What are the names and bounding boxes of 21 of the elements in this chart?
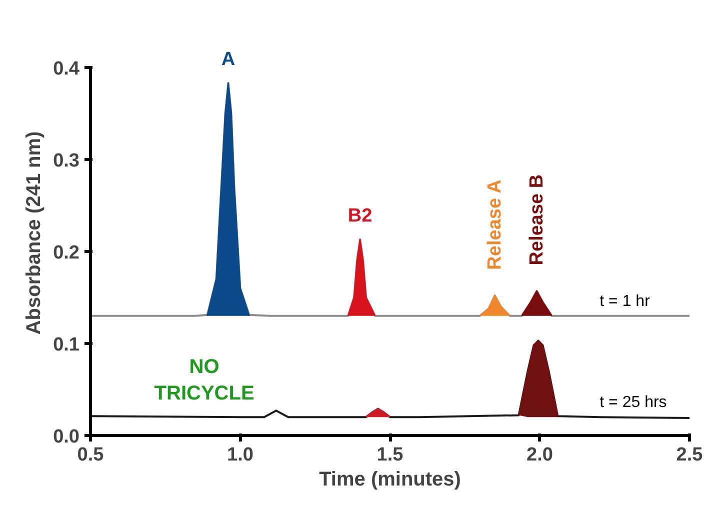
x-tick-label: 2.5 xyxy=(676,444,704,466)
line-series xyxy=(90,82,690,317)
annotation: t = 25 hrs xyxy=(600,394,667,412)
series-label: A xyxy=(221,49,236,70)
x-tick-label: 1.0 xyxy=(227,444,254,466)
y-tick-label: 0.0 xyxy=(53,426,80,448)
x-tick-label: 0.5 xyxy=(77,444,104,466)
series-label: B2 xyxy=(348,206,372,227)
y-tick-label: 0.3 xyxy=(53,150,80,172)
x-tick-label: 1.5 xyxy=(376,444,404,466)
annotation: t = 1 hr xyxy=(600,292,651,310)
y-tick-label: 0.4 xyxy=(53,58,80,80)
annotation: NO TRICYCLE xyxy=(154,356,254,404)
y-tick-label: 0.2 xyxy=(53,242,80,264)
line-series xyxy=(90,340,690,420)
y-tick-label: 0.1 xyxy=(53,334,80,356)
x-tick-label: 2.0 xyxy=(526,444,553,466)
text: Release A xyxy=(484,179,506,270)
y-axis-title: Absorbance (241 nm) xyxy=(23,131,46,335)
text: Release B xyxy=(526,174,548,266)
x-axis-title: Time (minutes) xyxy=(319,468,461,490)
